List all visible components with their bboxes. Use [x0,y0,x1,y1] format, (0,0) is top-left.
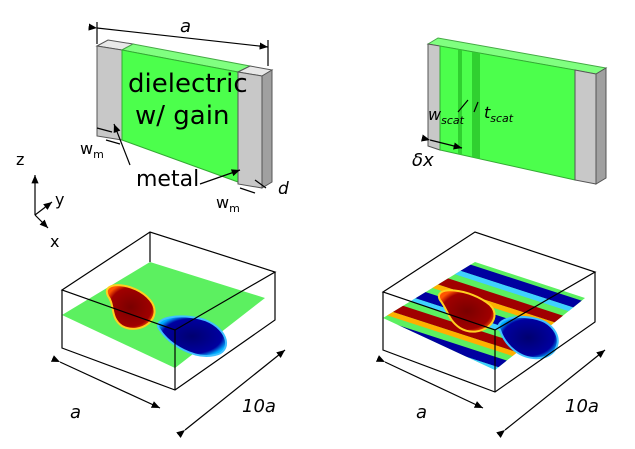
label: 10a [242,396,276,417]
label: δx [412,150,434,171]
label: wm [216,193,240,215]
label: dielectric [128,69,248,99]
slab-left [88,22,274,189]
label: 10a [565,396,599,417]
field-box-left [50,231,286,439]
label: x [50,232,59,251]
label: metal [136,167,199,192]
axes-icon [31,175,53,229]
label: wscat [428,105,465,127]
label: d [278,179,289,199]
label: wm [80,139,104,161]
label: w/ gain [135,101,229,131]
label: a [70,402,81,423]
label: y [55,190,64,209]
label: a [180,16,191,37]
label: tscat [484,103,514,125]
slab-right [420,37,608,185]
label: z [16,150,24,169]
label: a [416,402,427,423]
